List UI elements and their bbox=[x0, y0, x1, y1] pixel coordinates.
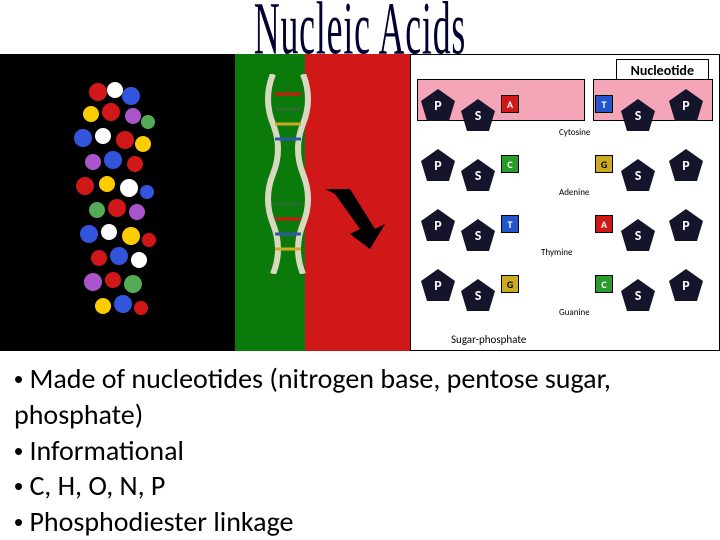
base-c-icon: C bbox=[595, 275, 613, 293]
bullet-text: Made of nucleotides (nitrogen base, pent… bbox=[14, 361, 611, 432]
phosphate-icon: P bbox=[669, 89, 703, 121]
bullet-text: C, H, O, N, P bbox=[29, 468, 165, 503]
base-a-icon: A bbox=[595, 215, 613, 233]
svg-text:P: P bbox=[434, 97, 442, 114]
svg-text:S: S bbox=[635, 227, 642, 244]
svg-text:P: P bbox=[682, 157, 690, 174]
phosphate-icon: P bbox=[421, 269, 455, 301]
bullet-list: • Made of nucleotides (nitrogen base, pe… bbox=[0, 351, 720, 540]
svg-text:S: S bbox=[635, 167, 642, 184]
nucleotide-diagram: Nucleotide P S A P S C P S T P S G T S P… bbox=[410, 54, 720, 351]
svg-text:S: S bbox=[475, 167, 482, 184]
image-row: Nucleotide P S A P S C P S T P S G T S P… bbox=[0, 54, 720, 351]
base-t-icon: T bbox=[595, 95, 613, 113]
helix-icon bbox=[53, 72, 183, 332]
sugar-icon: S bbox=[461, 159, 495, 191]
bullet-text: Phosphodiester linkage bbox=[29, 504, 293, 539]
svg-text:P: P bbox=[682, 97, 690, 114]
sugar-icon: S bbox=[461, 279, 495, 311]
slide: Nucleic Acids bbox=[0, 0, 720, 540]
phosphate-icon: P bbox=[669, 209, 703, 241]
dna-unwind-image bbox=[235, 54, 410, 351]
svg-text:S: S bbox=[475, 227, 482, 244]
svg-text:S: S bbox=[635, 287, 642, 304]
base-label: Adenine bbox=[559, 187, 589, 198]
base-a-icon: A bbox=[501, 95, 519, 113]
dna-spacefill-image bbox=[0, 54, 235, 351]
sugar-icon: S bbox=[621, 279, 655, 311]
phosphate-icon: P bbox=[421, 149, 455, 181]
svg-text:P: P bbox=[434, 277, 442, 294]
svg-text:S: S bbox=[635, 107, 642, 124]
ribbon-icon bbox=[263, 74, 313, 274]
svg-text:P: P bbox=[682, 277, 690, 294]
sugar-icon: S bbox=[621, 99, 655, 131]
bullet-item: • Made of nucleotides (nitrogen base, pe… bbox=[14, 361, 706, 433]
base-g-icon: G bbox=[501, 275, 519, 293]
base-t-icon: T bbox=[501, 215, 519, 233]
svg-text:P: P bbox=[682, 217, 690, 234]
base-label: Thymine bbox=[541, 247, 572, 258]
base-label: Cytosine bbox=[559, 127, 590, 138]
svg-text:P: P bbox=[434, 217, 442, 234]
phosphate-icon: P bbox=[421, 89, 455, 121]
svg-text:S: S bbox=[475, 287, 482, 304]
base-g-icon: G bbox=[595, 155, 613, 173]
sugar-icon: S bbox=[461, 219, 495, 251]
base-c-icon: C bbox=[501, 155, 519, 173]
phosphate-icon: P bbox=[421, 209, 455, 241]
base-label: Guanine bbox=[559, 307, 590, 318]
svg-text:P: P bbox=[434, 157, 442, 174]
bullet-item: • Informational bbox=[14, 433, 706, 469]
diagram-footer: Sugar-phosphate bbox=[451, 333, 526, 346]
bullet-item: • Phosphodiester linkage bbox=[14, 504, 706, 540]
sugar-icon: S bbox=[621, 219, 655, 251]
sugar-icon: S bbox=[461, 99, 495, 131]
svg-text:S: S bbox=[475, 107, 482, 124]
arrow-icon bbox=[320, 184, 390, 254]
bullet-item: • C, H, O, N, P bbox=[14, 468, 706, 504]
sugar-icon: S bbox=[621, 159, 655, 191]
phosphate-icon: P bbox=[669, 269, 703, 301]
bullet-text: Informational bbox=[29, 433, 184, 468]
phosphate-icon: P bbox=[669, 149, 703, 181]
